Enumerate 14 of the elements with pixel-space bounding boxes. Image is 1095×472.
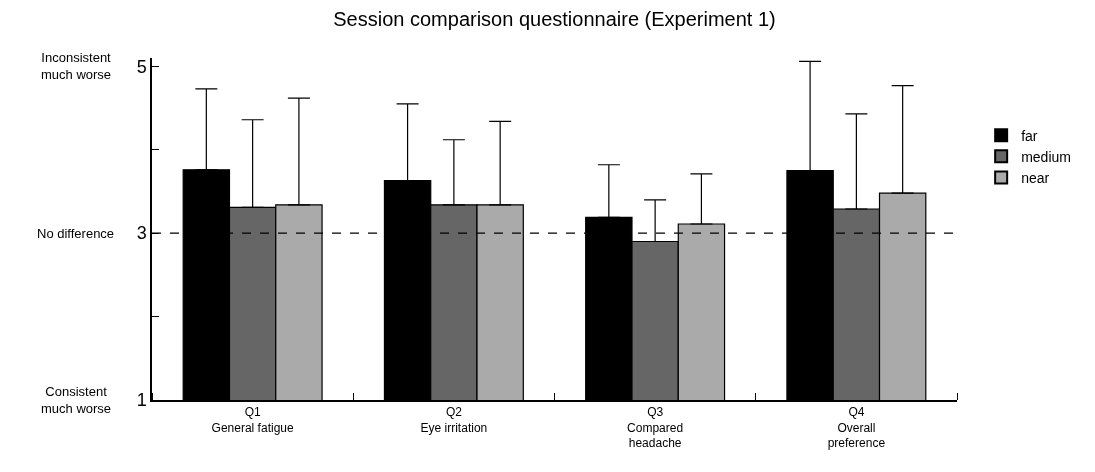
text: No difference — [37, 226, 115, 241]
x-tick-label: Q2 Eye irritation — [420, 405, 488, 435]
legend-label: far — [1021, 127, 1038, 144]
legend-label: medium — [1021, 148, 1071, 165]
text: Consistent much worse — [41, 384, 112, 416]
x-tick-label: Q1 General fatigue — [211, 405, 294, 435]
chart-title: Session comparison questionnaire (Experiment 1) — [333, 7, 776, 30]
x-tick-label: Q3 Compared headache — [627, 405, 684, 451]
y-tick-label: 5 — [136, 56, 147, 77]
legend-label: near — [1021, 170, 1050, 187]
text: Inconsistent much worse — [41, 50, 112, 82]
y-tick-label: 3 — [136, 223, 147, 244]
x-tick-label: Q4 Overall preference — [827, 405, 886, 451]
y-tick-label: 1 — [136, 390, 147, 411]
